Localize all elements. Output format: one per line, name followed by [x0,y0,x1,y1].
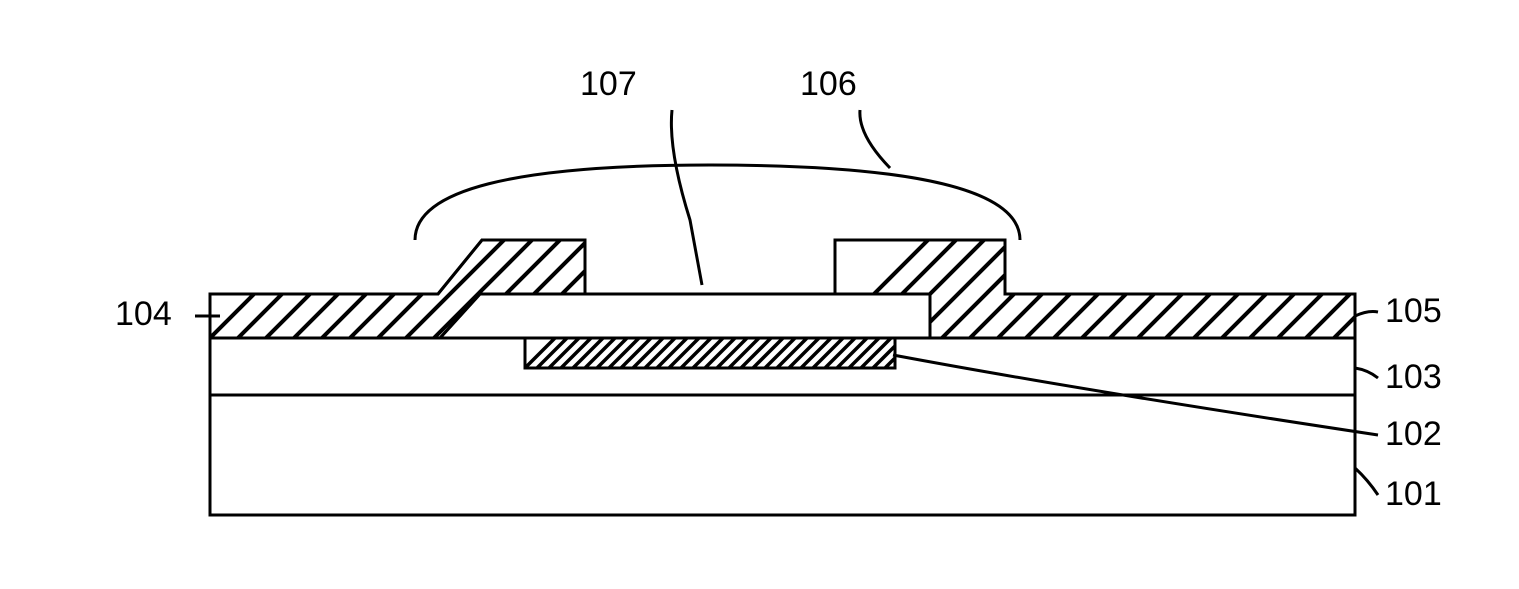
label-103: 103 [1385,358,1442,397]
cross-section-diagram [20,20,1519,569]
leader-107 [671,110,702,285]
label-102: 102 [1385,415,1442,454]
leader-106 [860,110,890,168]
label-105: 105 [1385,292,1442,331]
leader-103 [1355,368,1378,378]
leader-101 [1355,468,1378,495]
layer-106 [415,165,1020,240]
label-104: 104 [115,295,172,334]
layer-101 [210,395,1355,515]
leader-105 [1355,312,1378,317]
label-106: 106 [800,65,857,104]
label-101: 101 [1385,475,1442,514]
label-107: 107 [580,65,637,104]
